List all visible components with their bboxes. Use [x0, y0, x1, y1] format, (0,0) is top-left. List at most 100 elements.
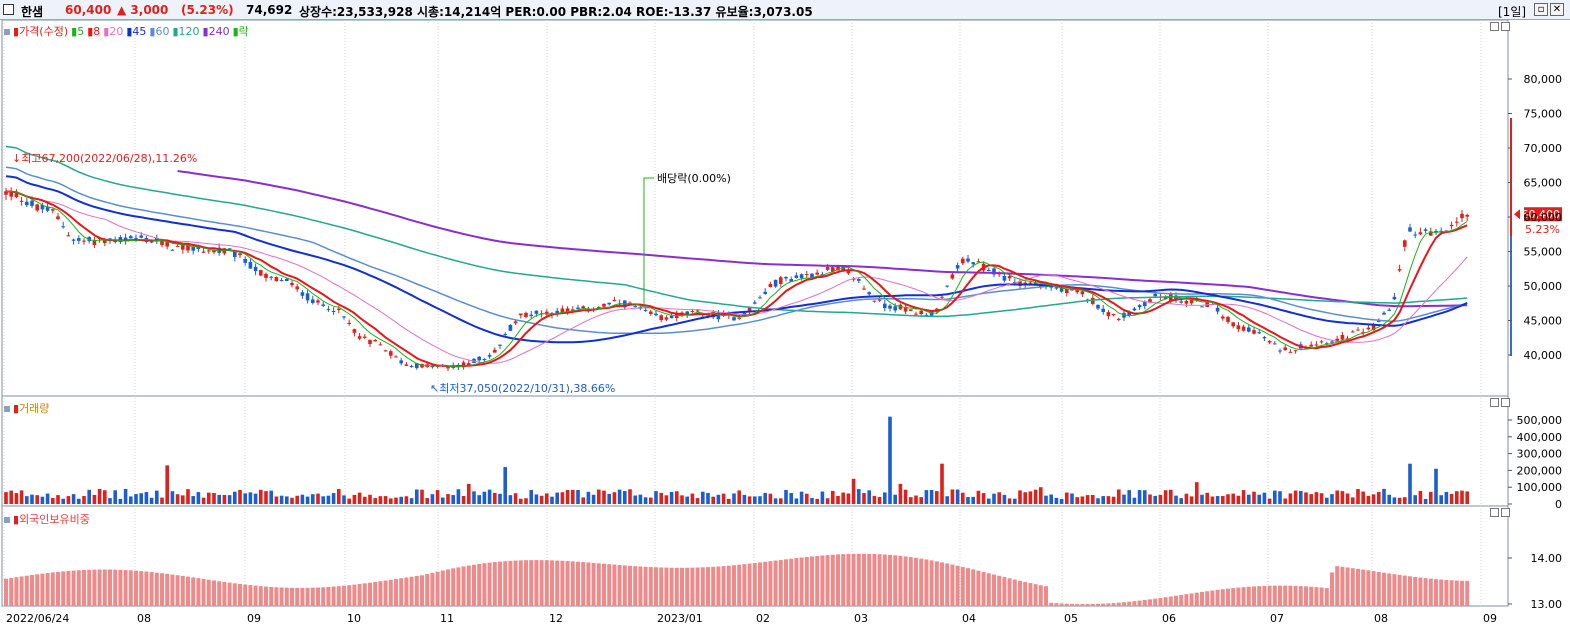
volume-bar [1080, 496, 1085, 504]
candle-body [1127, 312, 1131, 316]
candle-body [285, 278, 289, 282]
volume-bar [1059, 498, 1064, 504]
foreign-bar [596, 563, 601, 606]
foreign-bar [711, 566, 716, 606]
candle-body [846, 269, 851, 274]
period-selector[interactable]: [1일] [1498, 5, 1527, 19]
volume-bar [1085, 495, 1090, 504]
price-tick-label: 45,000 [1524, 315, 1563, 328]
foreign-bar [612, 564, 617, 606]
foreign-panel-minimize-icon[interactable] [1490, 508, 1499, 517]
foreign-bar [654, 567, 658, 606]
volume-tick-label: 300,000 [1517, 448, 1563, 461]
foreign-bar [1184, 594, 1189, 606]
volume-bar [446, 494, 450, 504]
volume-bar [706, 492, 710, 504]
volume-bar [950, 489, 955, 504]
legend-item: ▮20 [103, 25, 124, 38]
price-tick-label: 75,000 [1524, 108, 1563, 121]
foreign-bar [35, 574, 40, 606]
volume-bar [1117, 489, 1121, 504]
volume-bar [836, 495, 840, 504]
candle-body [264, 273, 268, 279]
volume-bar [1340, 491, 1345, 504]
foreign-panel-close-icon[interactable] [1501, 508, 1510, 517]
restore-icon[interactable]: ▫ [1534, 3, 1548, 16]
volume-bar [872, 495, 877, 504]
candle-body [45, 206, 50, 211]
volume-tick-label: 500,000 [1517, 414, 1563, 427]
volume-bar [35, 495, 39, 504]
volume-bar [196, 492, 201, 504]
foreign-bar [529, 560, 534, 606]
volume-bar [898, 483, 903, 504]
volume-bar [279, 495, 284, 504]
volume-bar [71, 494, 76, 504]
foreign-bar [1340, 566, 1345, 606]
volume-bar [571, 489, 575, 504]
price-panel-close-icon[interactable] [1501, 22, 1510, 31]
candle-body [529, 314, 533, 317]
legend-item: ▮가격(수정) [13, 25, 69, 38]
volume-bar [430, 494, 435, 504]
trading-volume: 74,692 [246, 3, 293, 17]
volume-bar [1122, 494, 1126, 504]
foreign-bar [1465, 580, 1470, 606]
candle-body [607, 302, 611, 305]
volume-bar [685, 496, 689, 504]
candle-body [690, 310, 695, 312]
volume-bar [129, 496, 133, 504]
candle-body [1065, 288, 1069, 294]
x-tick-label: 09 [247, 612, 261, 625]
candle-body [597, 307, 601, 309]
volume-bar [628, 489, 632, 504]
foreign-bar [726, 565, 731, 606]
candle-body [1070, 289, 1074, 291]
volume-bar [758, 496, 762, 504]
volume-bar [1247, 494, 1251, 504]
price-panel-minimize-icon[interactable] [1490, 22, 1499, 31]
candle-body [186, 244, 190, 251]
candle-body [1460, 213, 1464, 219]
foreign-bar [820, 555, 825, 606]
price-change: ▲ 3,000 [117, 3, 169, 17]
foreign-bar [721, 566, 726, 606]
foreign-bar [212, 580, 216, 606]
volume-bar [612, 492, 617, 504]
foreign-bar [856, 553, 861, 606]
foreign-bar [274, 587, 279, 606]
foreign-bar [830, 554, 835, 606]
volume-bar [1293, 490, 1298, 504]
foreign-bar [134, 570, 138, 606]
volume-bar [940, 463, 944, 504]
candle-body [1091, 297, 1095, 304]
volume-bar [108, 498, 112, 504]
foreign-bar [1137, 600, 1142, 606]
select-checkbox[interactable] [3, 4, 14, 15]
candle-body [685, 311, 689, 315]
foreign-bar [368, 582, 372, 606]
foreign-bar [326, 586, 331, 606]
foreign-bar [466, 565, 471, 606]
foreign-bar [955, 565, 960, 606]
foreign-bar [357, 584, 362, 606]
candle-body [513, 321, 518, 324]
volume-bar [1236, 495, 1241, 504]
volume-bar [1262, 492, 1267, 504]
ma20-line [5, 190, 1468, 364]
candle-body [1351, 331, 1355, 333]
candle-body [961, 258, 965, 264]
close-icon[interactable]: ✕ [1550, 3, 1564, 16]
candle-body [1007, 276, 1012, 279]
volume-panel-minimize-icon[interactable] [1490, 398, 1499, 407]
volume-bar [857, 489, 861, 504]
volume-bar [409, 498, 414, 504]
foreign-bar [1314, 587, 1319, 606]
volume-panel-close-icon[interactable] [1501, 398, 1510, 407]
foreign-bar [342, 585, 346, 606]
candle-body [955, 265, 960, 269]
volume-bar [727, 498, 731, 504]
volume-bar [992, 493, 996, 504]
volume-bar [1434, 468, 1438, 504]
volume-bar [274, 496, 279, 504]
